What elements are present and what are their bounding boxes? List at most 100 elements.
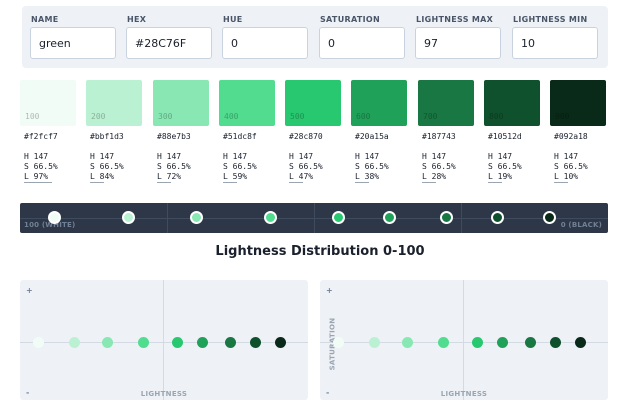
palette-point[interactable] <box>438 337 449 348</box>
controls-panel: NAME HEX HUE SATURATION LIGHTNESS MAX LI… <box>22 6 608 68</box>
swatch-lightness-value: L 38% <box>355 172 380 181</box>
color-swatch[interactable]: 900 <box>550 80 606 126</box>
hue-input[interactable] <box>222 27 308 59</box>
plot-plus-sign: + <box>326 286 333 295</box>
saturation-input[interactable] <box>319 27 405 59</box>
swatch-spacer <box>289 143 349 152</box>
lightness-marker[interactable] <box>122 211 135 224</box>
swatch-underline <box>223 182 237 183</box>
swatch-lightness-value: L 10% <box>554 172 579 181</box>
swatch-hue-value: H 147 <box>289 152 314 161</box>
palette-point[interactable] <box>402 337 413 348</box>
swatch-details: #28c870 H 147 S 66.5% L 47% <box>289 131 349 182</box>
swatch-saturation-value: S 66.5% <box>422 162 456 171</box>
color-swatch[interactable]: 800 <box>484 80 540 126</box>
hue-control: HUE <box>222 14 308 59</box>
color-swatch[interactable]: 400 <box>219 80 275 126</box>
plot-gridline <box>320 342 608 343</box>
swatch-hex-value: #51dc8f <box>223 132 257 141</box>
swatch-details: #88e7b3 H 147 S 66.5% L 72% <box>157 131 217 182</box>
swatch-hue-value: H 147 <box>488 152 513 161</box>
plot-x-axis-label: LIGHTNESS <box>440 390 488 398</box>
swatch-lightness-value: L 59% <box>223 172 248 181</box>
lightness-plot: + - LIGHTNESS <box>20 280 308 400</box>
palette-point[interactable] <box>69 337 80 348</box>
swatch-hex-value: #bbf1d3 <box>90 132 124 141</box>
color-swatch[interactable]: 200 <box>86 80 142 126</box>
swatch-saturation-value: S 66.5% <box>90 162 124 171</box>
swatch-spacer <box>90 143 150 152</box>
color-swatch[interactable]: 300 <box>153 80 209 126</box>
swatch-saturation-value: S 66.5% <box>488 162 522 171</box>
swatch-lightness-value: L 28% <box>422 172 447 181</box>
palette-point[interactable] <box>102 337 113 348</box>
color-swatch[interactable]: 100 <box>20 80 76 126</box>
lightness-marker[interactable] <box>491 211 504 224</box>
hex-control: HEX <box>126 14 212 59</box>
track-gridline <box>20 218 608 219</box>
palette-point[interactable] <box>138 337 149 348</box>
track-black-label: 0 (BLACK) <box>560 221 602 229</box>
palette-point[interactable] <box>472 337 483 348</box>
palette-point[interactable] <box>250 337 261 348</box>
swatch-step-label: 500 <box>290 112 305 121</box>
swatch-hex-value: #10512d <box>488 132 522 141</box>
swatch-details: #bbf1d3 H 147 S 66.5% L 84% <box>90 131 150 182</box>
swatch-step-label: 400 <box>224 112 239 121</box>
section-title: Lightness Distribution 0-100 <box>215 244 425 259</box>
plot-gridline <box>463 280 464 400</box>
swatch-underline <box>355 182 369 183</box>
palette-point[interactable] <box>525 337 536 348</box>
lightness-marker[interactable] <box>543 211 556 224</box>
lightness-min-input[interactable] <box>512 27 598 59</box>
lightness-marker[interactable] <box>440 211 453 224</box>
swatch-hue-value: H 147 <box>355 152 380 161</box>
color-swatch[interactable]: 700 <box>418 80 474 126</box>
lightness-marker[interactable] <box>383 211 396 224</box>
palette-point[interactable] <box>369 337 380 348</box>
swatch-details: #187743 H 147 S 66.5% L 28% <box>422 131 482 182</box>
swatch-spacer <box>422 143 482 152</box>
swatch-lightness-value: L 97% <box>24 172 49 181</box>
swatch-step-label: 300 <box>158 112 173 121</box>
swatch-hue-value: H 147 <box>90 152 115 161</box>
hex-input[interactable] <box>126 27 212 59</box>
palette-point[interactable] <box>275 337 286 348</box>
swatch-lightness-value: L 72% <box>157 172 182 181</box>
lightness-marker[interactable] <box>190 211 203 224</box>
hue-label: HUE <box>223 15 243 24</box>
palette-point[interactable] <box>575 337 586 348</box>
swatch-hex-value: #88e7b3 <box>157 132 191 141</box>
palette-point[interactable] <box>225 337 236 348</box>
palette-point[interactable] <box>497 337 508 348</box>
swatch-saturation-value: S 66.5% <box>223 162 257 171</box>
lightness-min-label: LIGHTNESS MIN <box>513 15 588 24</box>
swatch-hue-value: H 147 <box>223 152 248 161</box>
lightness-max-input[interactable] <box>415 27 501 59</box>
plot-gridline <box>20 342 308 343</box>
color-swatch[interactable]: 500 <box>285 80 341 126</box>
swatch-underline <box>554 182 568 183</box>
swatch-lightness-value: L 19% <box>488 172 513 181</box>
palette-point[interactable] <box>172 337 183 348</box>
name-input[interactable] <box>30 27 116 59</box>
lightness-marker[interactable] <box>48 211 61 224</box>
swatch-saturation-value: S 66.5% <box>289 162 323 171</box>
swatch-underline <box>289 182 303 183</box>
palette-point[interactable] <box>333 337 344 348</box>
swatch-spacer <box>223 143 283 152</box>
swatch-hex-value: #f2fcf7 <box>24 132 58 141</box>
swatch-step-label: 100 <box>25 112 40 121</box>
lightness-max-label: LIGHTNESS MAX <box>416 15 494 24</box>
palette-point[interactable] <box>33 337 44 348</box>
swatch-underline <box>24 182 52 183</box>
name-control: NAME <box>30 14 116 59</box>
palette-point[interactable] <box>197 337 208 348</box>
color-swatch[interactable]: 600 <box>351 80 407 126</box>
saturation-control: SATURATION <box>319 14 405 59</box>
swatch-saturation-value: S 66.5% <box>157 162 191 171</box>
lightness-marker[interactable] <box>332 211 345 224</box>
palette-point[interactable] <box>550 337 561 348</box>
lightness-marker[interactable] <box>264 211 277 224</box>
swatch-hex-value: #187743 <box>422 132 456 141</box>
